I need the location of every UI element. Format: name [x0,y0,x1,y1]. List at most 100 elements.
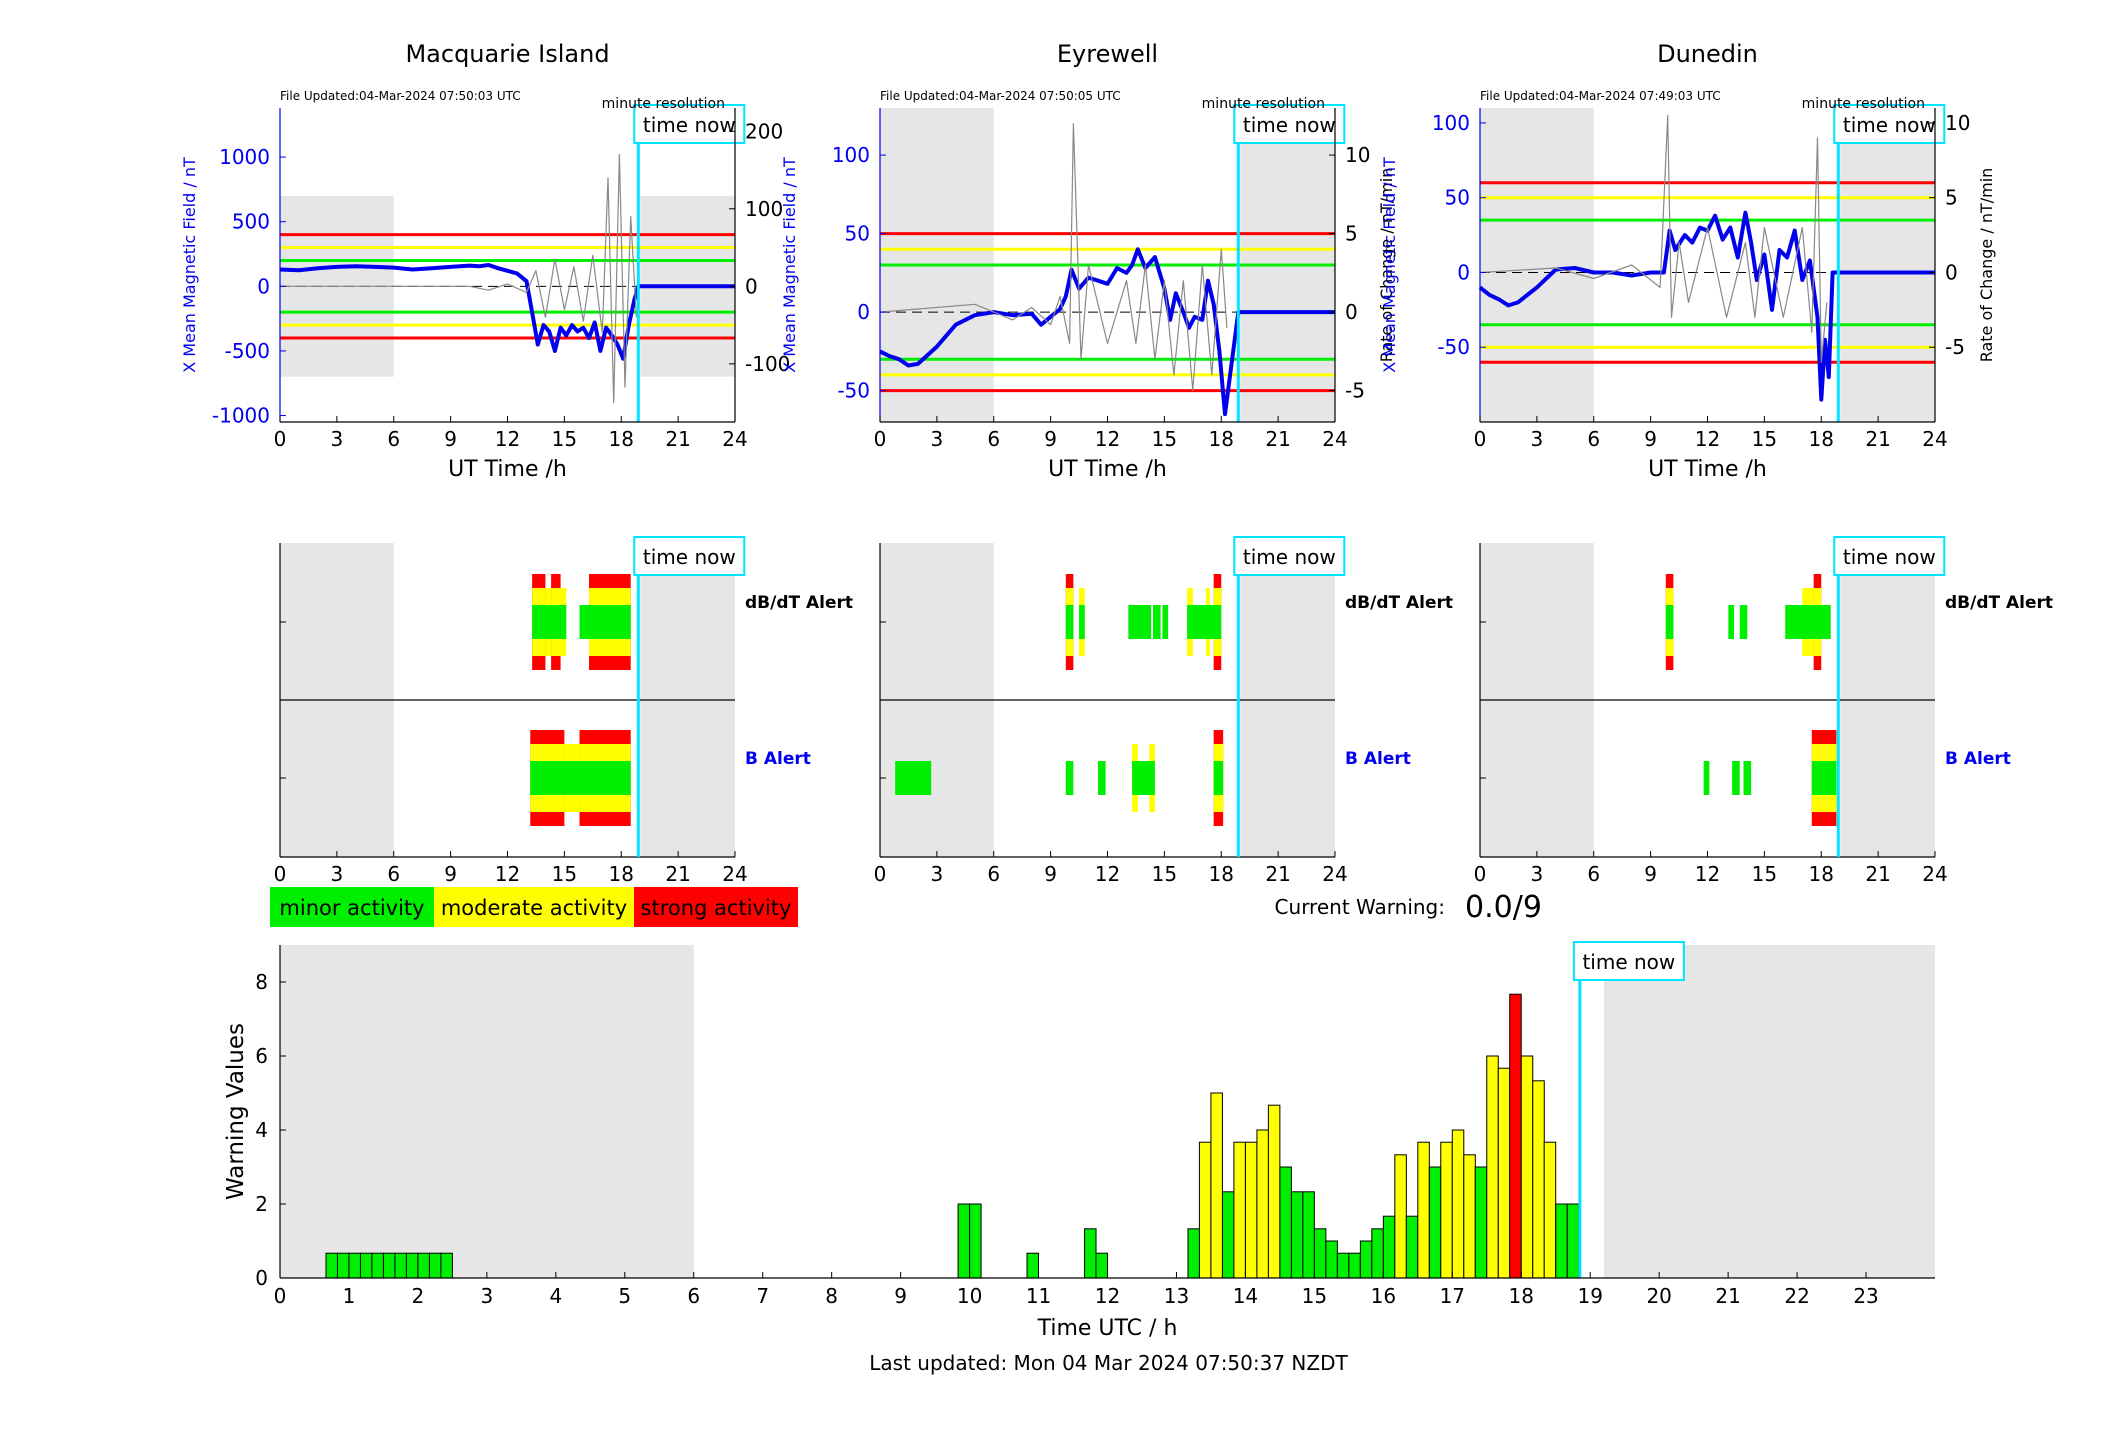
y-right-tick-label: 5 [1945,186,1958,210]
legend-label-moderate: moderate activity [441,896,627,920]
x-tick-label: 10 [957,1284,982,1308]
y-right-tick-label: 200 [745,119,783,143]
night-shade [1480,108,1594,422]
warning-bar [1302,1191,1315,1279]
x-tick-label: 12 [495,862,520,886]
y-right-tick-label: 10 [1345,143,1370,167]
warning-bar [1463,1154,1476,1279]
b-alert-minor-block [1213,761,1224,795]
dbdt-alert-label: dB/dT Alert [1345,593,1453,613]
rate-series-line [1479,114,1828,363]
b-alert-minor-block [895,761,932,795]
time-now-label: time now [1243,113,1336,137]
night-shade [1840,108,1935,422]
night-shade [280,945,694,1278]
y-left-tick-label: 1000 [219,145,270,169]
dbdt-alert-minor-block [1665,605,1674,639]
warning-bar [1233,1141,1246,1279]
warning-bar [1095,1252,1108,1279]
time-now-box [633,104,746,144]
x-tick-label: 8 [825,1284,838,1308]
warning-bar [1486,1055,1499,1279]
x-tick-label: 6 [687,1284,700,1308]
time-now-box [1233,104,1346,144]
warning-bar [1256,1129,1269,1279]
x-tick-label: 16 [1371,1284,1396,1308]
warning-bar [1566,1203,1580,1279]
x-tick-label: 12 [1095,1284,1120,1308]
warning-bar [371,1252,384,1279]
warning-bar [1474,1166,1488,1279]
y-left-axis-label: X Mean Magnetic Field / nT [1380,157,1399,373]
x-tick-label: 6 [387,427,400,451]
resolution-label: minute resolution [1802,96,1925,112]
time-now-box [1833,104,1946,144]
x-tick-label: 3 [1531,427,1544,451]
warning-bar [1428,1166,1442,1279]
x-tick-label: 0 [274,427,287,451]
x-tick-label: 0 [874,862,887,886]
x-tick-label: 15 [552,862,577,886]
x-tick-label: 24 [1922,862,1947,886]
dbdt-alert-minor-block [1079,605,1085,639]
y-right-tick-label: 5 [1345,222,1358,246]
current-warning-value: 0.0/9 [1465,890,1542,925]
y-left-tick-label: 100 [832,143,870,167]
y-left-tick-label: -500 [225,339,270,363]
x-tick-label: 12 [495,427,520,451]
warning-bar [1290,1191,1304,1279]
x-tick-label: 15 [1302,1284,1327,1308]
b-alert-minor-block [530,761,631,795]
x-tick-label: 15 [1152,862,1177,886]
warning-bar [1532,1080,1545,1279]
time-now-label: time now [1582,950,1675,974]
x-axis-label: UT Time /h [448,457,567,482]
alert-plot: time now 0 3 6 9 12 15 18 21 24 dB/dT Alert B Alert [1474,536,2053,886]
warning-bar [1440,1141,1453,1279]
x-tick-label: 18 [609,427,634,451]
y-left-axis-label: X Mean Magnetic Field / nT [780,157,799,373]
x-tick-label: 3 [931,862,944,886]
dbdt-alert-minor-block [1187,605,1222,639]
y-right-axis-label: Rate of Change / nT/min [1377,168,1396,363]
warning-bar [359,1252,373,1279]
time-now-label: time now [1843,113,1936,137]
x-tick-label: 0 [274,1284,287,1308]
x-tick-label: 0 [874,427,887,451]
file-updated-text: File Updated:04-Mar-2024 07:50:03 UTC [280,89,521,103]
dbdt-alert-minor-block [1785,605,1831,639]
warning-bar [1325,1240,1338,1279]
x-tick-label: 1 [343,1284,356,1308]
y-left-tick-label: 0 [1457,260,1470,284]
x-tick-label: 20 [1646,1284,1671,1308]
y-right-tick-label: 10 [1945,111,1970,135]
x-tick-label: 0 [1474,862,1487,886]
x-tick-label: 6 [987,427,1000,451]
x-tick-label: 21 [1265,427,1290,451]
b-alert-minor-block [1743,761,1752,795]
alert-plot: time now 0 3 6 9 12 15 18 21 24 dB/dT Alert B Alert [274,536,853,886]
y-right-tick-label: -5 [1345,379,1365,403]
x-tick-label: 13 [1164,1284,1189,1308]
warning-bar [969,1203,982,1279]
warning-bar [348,1252,361,1279]
alert-plot: time now 0 3 6 9 12 15 18 21 24 dB/dT Alert B Alert [874,536,1453,886]
y-right-axis-label: Rate of Change / nT/min [1977,168,1996,363]
warning-bar [417,1252,430,1279]
x-tick-label: 21 [665,862,690,886]
field-series-line [279,263,735,361]
x-tick-label: 24 [1922,427,1947,451]
y-left-tick-label: 500 [232,210,270,234]
x-tick-label: 18 [609,862,634,886]
x-tick-label: 15 [552,427,577,451]
x-tick-label: 24 [722,427,747,451]
warning-bar [1267,1104,1281,1279]
x-tick-label: 23 [1853,1284,1878,1308]
time-now-label: time now [643,113,736,137]
file-updated-text: File Updated:04-Mar-2024 07:50:05 UTC [880,89,1121,103]
warning-bar [1394,1154,1407,1279]
